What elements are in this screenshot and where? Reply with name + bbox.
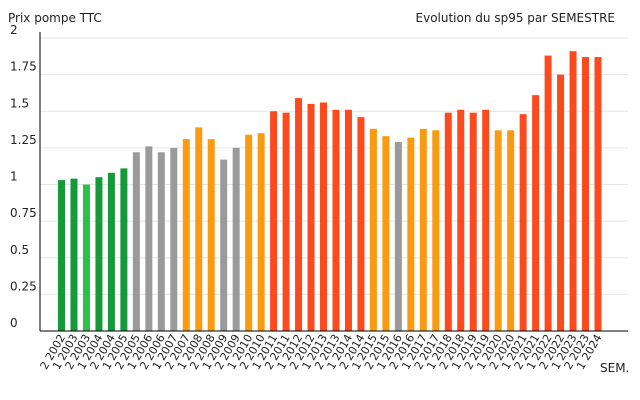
bar	[507, 130, 515, 331]
bar	[270, 111, 278, 331]
y-tick-label: 0.5	[10, 243, 29, 257]
bar	[245, 134, 253, 331]
bar	[107, 172, 115, 331]
bar	[257, 133, 265, 331]
bar	[494, 130, 502, 331]
y-tick-label: 1.25	[10, 133, 37, 147]
y-tick-label: 1.5	[10, 96, 29, 110]
chart-title: Evolution du sp95 par SEMESTRE	[416, 11, 615, 25]
bars	[58, 51, 602, 332]
bar	[145, 146, 153, 331]
bar	[70, 178, 78, 331]
bar	[519, 114, 527, 332]
bar	[532, 95, 540, 331]
y-tick-label: 1	[10, 170, 18, 184]
bar	[170, 147, 178, 331]
bar	[557, 74, 565, 331]
y-tick-label: 0	[10, 316, 18, 330]
bar	[594, 57, 602, 332]
bar	[220, 159, 228, 331]
bar	[320, 102, 328, 332]
bar	[582, 57, 590, 332]
bar	[482, 109, 490, 331]
x-axis-title: SEM.	[600, 361, 629, 375]
bar	[444, 112, 452, 331]
bar	[544, 55, 552, 331]
bar	[120, 168, 128, 331]
bar	[457, 109, 465, 331]
bar	[195, 127, 203, 332]
bar	[82, 184, 90, 331]
bar	[207, 139, 215, 331]
bar	[58, 180, 65, 331]
y-tick-label: 2	[10, 23, 18, 37]
bar	[95, 177, 103, 331]
bar	[419, 128, 427, 331]
bar	[357, 117, 365, 331]
y-tick-label: 0.25	[10, 279, 37, 293]
bar	[132, 152, 140, 331]
bar	[157, 152, 165, 331]
bar	[182, 139, 190, 331]
bar	[432, 130, 440, 331]
y-axis-title: Prix pompe TTC	[8, 11, 102, 25]
bar	[332, 109, 340, 331]
bar	[569, 51, 577, 332]
bar	[407, 137, 415, 331]
bar	[295, 98, 303, 331]
bar	[232, 147, 240, 331]
y-tick-label: 1.75	[10, 60, 37, 74]
bar	[344, 109, 352, 331]
bar	[282, 112, 290, 331]
bar	[394, 142, 402, 331]
bar	[382, 136, 390, 331]
y-tick-labels: 0 0.25 0.5 0.75 1 1.25 1.5 1.75 2	[10, 23, 37, 330]
bar	[307, 103, 315, 331]
bar	[369, 128, 377, 331]
bar	[469, 112, 477, 331]
y-tick-label: 0.75	[10, 206, 37, 220]
